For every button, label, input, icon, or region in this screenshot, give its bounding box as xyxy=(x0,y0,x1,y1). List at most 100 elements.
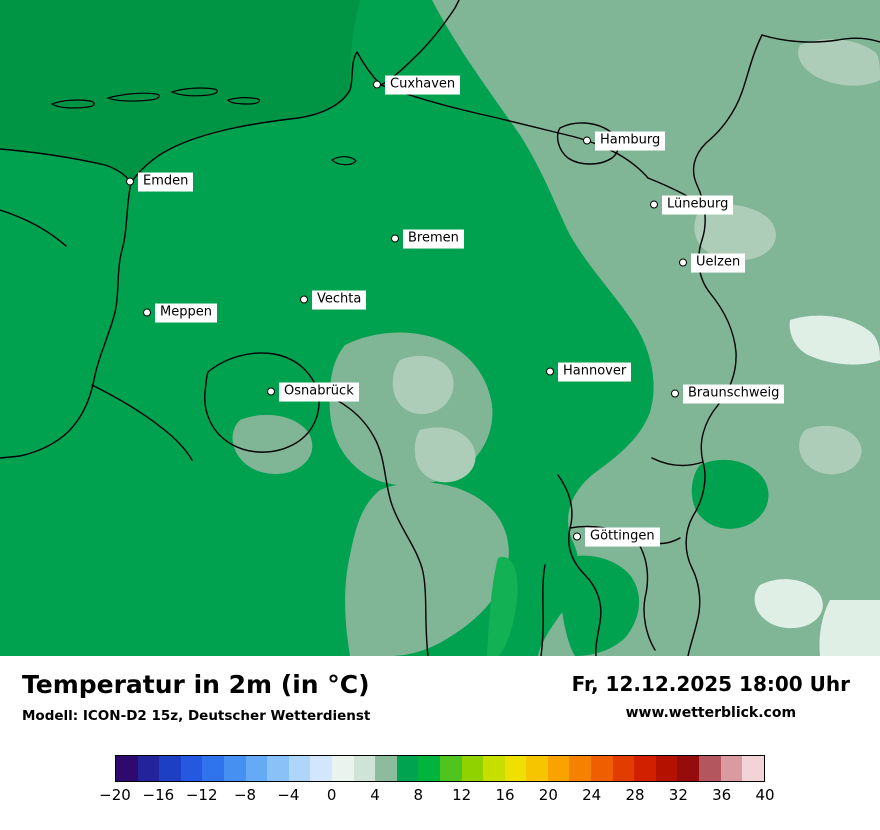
city-label: Emden xyxy=(138,172,194,192)
model-info: Modell: ICON-D2 15z, Deutscher Wetterdie… xyxy=(22,708,371,724)
city-dot-icon xyxy=(143,309,151,317)
legend-color-segment xyxy=(569,756,592,781)
temp-region-green-east xyxy=(691,459,769,529)
city-label: Cuxhaven xyxy=(385,75,461,95)
temp-region-light-5 xyxy=(798,39,880,86)
temp-region-mint-2 xyxy=(754,579,823,629)
forecast-datetime: Fr, 12.12.2025 18:00 Uhr xyxy=(571,672,850,696)
border-northeast xyxy=(761,34,880,43)
legend-tick-label: 16 xyxy=(495,786,515,804)
legend-tick-label: −12 xyxy=(185,786,218,804)
legend-color-segment xyxy=(526,756,548,781)
legend-tick-label: 4 xyxy=(370,786,380,804)
border-osnabrueck xyxy=(204,352,320,453)
temp-region-sea xyxy=(0,0,360,183)
legend-tick-label: −8 xyxy=(233,786,257,804)
legend-tick-label: 36 xyxy=(712,786,732,804)
legend-color-segment xyxy=(612,756,635,781)
legend-tick-label: 28 xyxy=(625,786,645,804)
legend-tick-label: −4 xyxy=(277,786,300,804)
legend-color-segment xyxy=(742,756,764,781)
legend-tick-label: 0 xyxy=(326,786,337,804)
city-layer: Cuxhaven Hamburg Emden Lüneburg Bremen Uelzen… xyxy=(126,75,785,547)
city-dot-icon xyxy=(573,533,581,541)
city-label: Bremen xyxy=(403,229,464,249)
temperature-legend: −20 −16 −12 −8 −4 0 4 8 12 16 20 24 28 32 36 40 xyxy=(99,755,775,806)
temp-region-light-1 xyxy=(392,355,454,415)
city-marker: Uelzen xyxy=(679,253,746,273)
city-dot-icon xyxy=(373,81,381,89)
weather-map-svg xyxy=(0,0,880,656)
border-west xyxy=(0,182,132,459)
city-marker: Lüneburg xyxy=(650,195,734,215)
city-label: Braunschweig xyxy=(683,384,785,404)
city-dot-icon xyxy=(546,368,554,376)
border-center-south xyxy=(317,391,429,656)
legend-color-segment xyxy=(547,756,570,781)
city-marker: Emden xyxy=(126,172,194,192)
city-label: Meppen xyxy=(155,303,217,323)
legend-color-segment xyxy=(483,756,505,781)
temp-region-mint-3 xyxy=(819,600,880,656)
temp-region-sage-south xyxy=(345,482,509,656)
page-title: Temperatur in 2m (in °C) xyxy=(22,670,370,699)
city-marker: Braunschweig xyxy=(671,384,785,404)
temp-region-light-2 xyxy=(414,427,476,483)
city-dot-icon xyxy=(300,296,308,304)
legend-color-segment xyxy=(699,756,721,781)
legend-color-segment xyxy=(267,756,289,781)
legend-color-segment xyxy=(202,756,224,781)
border-east xyxy=(685,34,763,656)
legend-color-segment xyxy=(223,756,246,781)
border-southwest xyxy=(91,384,193,461)
footer: Temperatur in 2m (in °C) Modell: ICON-D2… xyxy=(0,656,880,830)
legend-color-segment xyxy=(331,756,354,781)
legend-color-segment xyxy=(116,756,138,781)
city-label: Hannover xyxy=(558,362,632,382)
city-label: Osnabrück xyxy=(279,382,359,402)
temp-region-bright-strip xyxy=(487,556,518,656)
legend-color-segment xyxy=(353,756,376,781)
legend-tick-row: −20 −16 −12 −8 −4 0 4 8 12 16 20 24 28 32 36 40 xyxy=(99,786,774,806)
legend-tick-label: 32 xyxy=(668,786,688,804)
legend-tick-label: 24 xyxy=(582,786,602,804)
temp-region-sage-osnabrueck xyxy=(232,414,313,474)
legend-color-bar xyxy=(115,755,765,782)
city-marker: Vechta xyxy=(300,290,367,310)
temp-region-light-3 xyxy=(694,204,776,261)
legend-color-segment xyxy=(310,756,332,781)
legend-tick-label: 20 xyxy=(538,786,558,804)
legend-tick-label: 40 xyxy=(755,786,775,804)
legend-color-segment xyxy=(634,756,656,781)
city-label: Lüneburg xyxy=(662,195,734,215)
city-dot-icon xyxy=(126,178,134,186)
border-hamburg xyxy=(556,122,619,165)
legend-color-segment xyxy=(655,756,678,781)
legend-color-segment xyxy=(591,756,613,781)
legend-color-segment xyxy=(720,756,743,781)
border-goettingen-4 xyxy=(634,537,656,651)
border-goettingen-3 xyxy=(540,564,546,656)
city-dot-icon xyxy=(679,259,687,267)
temp-region-green-goettingen xyxy=(559,555,640,656)
city-marker: Meppen xyxy=(143,303,217,323)
city-dot-icon xyxy=(267,388,275,396)
legend-color-segment xyxy=(288,756,311,781)
legend-color-segment xyxy=(461,756,484,781)
city-marker: Cuxhaven xyxy=(373,75,461,95)
city-dot-icon xyxy=(583,137,591,145)
city-label: Hamburg xyxy=(595,131,666,151)
legend-color-segment xyxy=(245,756,268,781)
legend-color-segment xyxy=(418,756,440,781)
coastline xyxy=(0,0,460,184)
border-harz xyxy=(651,457,704,467)
city-label: Vechta xyxy=(312,290,367,310)
city-marker: Osnabrück xyxy=(267,382,359,402)
border-west-branch xyxy=(0,209,67,247)
city-marker: Hannover xyxy=(546,362,632,382)
city-label: Uelzen xyxy=(691,253,746,273)
city-dot-icon xyxy=(391,235,399,243)
legend-color-segment xyxy=(439,756,462,781)
legend-tick-label: −20 xyxy=(99,786,131,804)
